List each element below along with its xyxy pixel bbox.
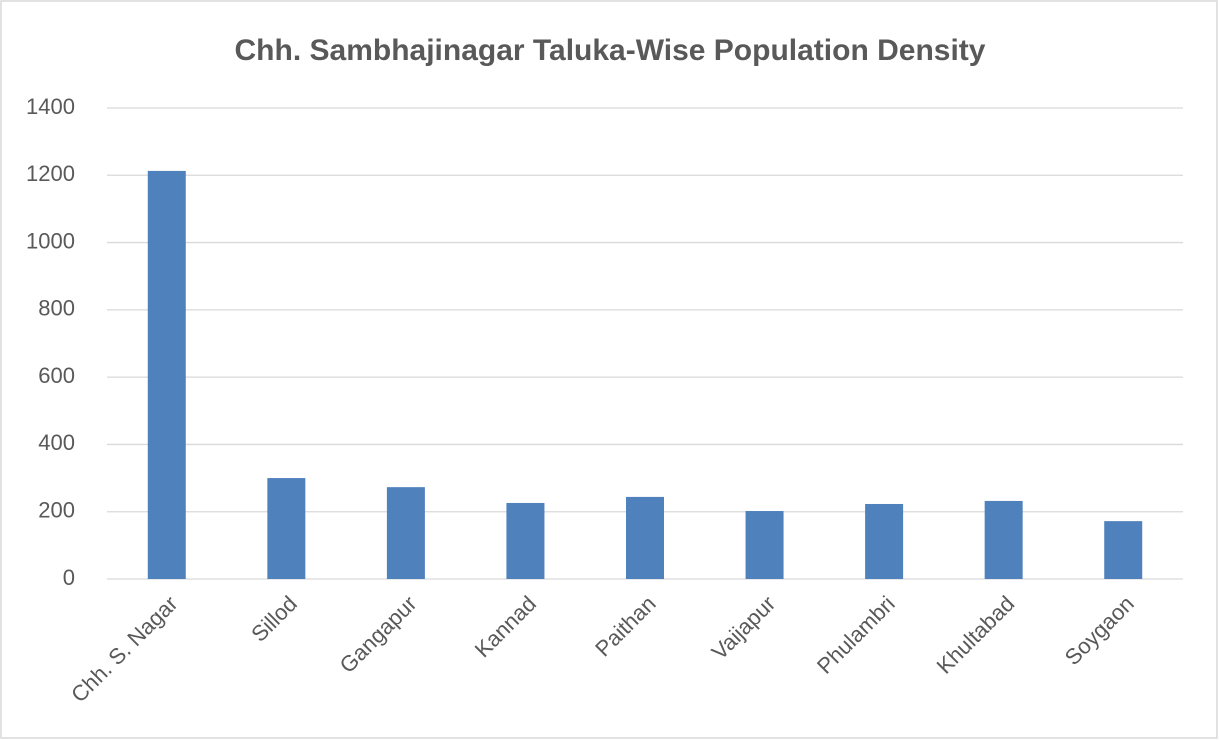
y-tick-label: 1200: [26, 161, 75, 186]
y-tick-label: 1000: [26, 228, 75, 253]
y-tick-label: 200: [38, 498, 75, 523]
bar: [147, 170, 186, 579]
bar: [745, 511, 784, 579]
bar: [267, 478, 306, 579]
y-tick-label: 800: [38, 296, 75, 321]
bar: [984, 500, 1023, 579]
bar: [506, 502, 545, 579]
y-tick-label: 600: [38, 363, 75, 388]
y-tick-label: 1400: [26, 94, 75, 119]
bar: [626, 496, 664, 579]
bar: [865, 503, 904, 579]
y-tick-label: 0: [63, 565, 75, 590]
chart-title: Chh. Sambhajinagar Taluka-Wise Populatio…: [235, 34, 986, 67]
bar: [1104, 521, 1143, 579]
y-tick-label: 400: [38, 430, 75, 455]
bar: [386, 487, 425, 579]
